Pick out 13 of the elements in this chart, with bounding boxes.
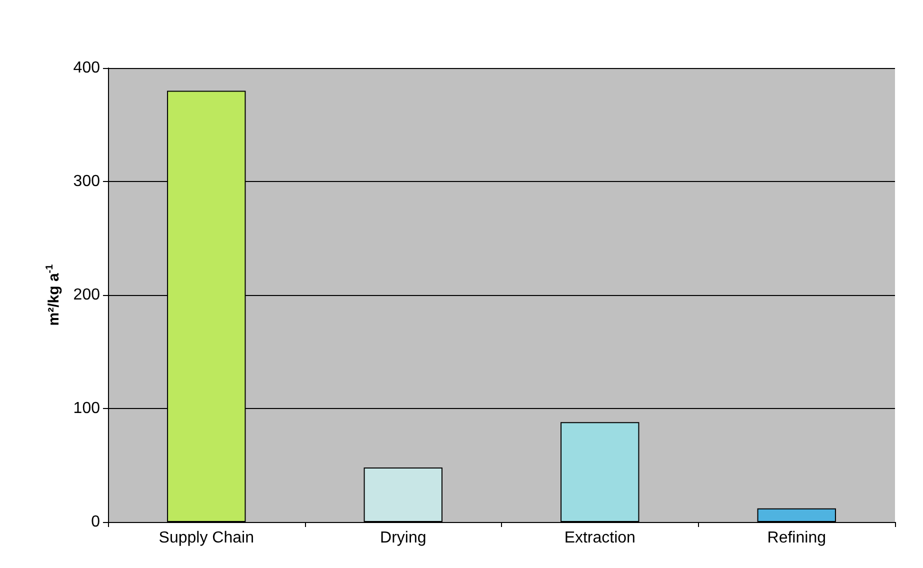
x-tick-label: Drying [380,530,426,546]
y-tick-label: 0 [91,514,100,530]
x-tick-label: Supply Chain [158,530,254,546]
y-tick-label: 400 [73,60,100,76]
y-tick-label: 100 [73,400,100,417]
y-axis-title: m²/kg a-1 [44,264,62,326]
bar [364,468,442,522]
x-tick-label: Extraction [564,530,636,546]
bar [757,508,836,522]
y-tick-label: 200 [73,286,100,304]
y-tick-label: 300 [73,173,100,190]
bar [560,422,640,522]
x-tick-label: Refining [767,530,826,546]
